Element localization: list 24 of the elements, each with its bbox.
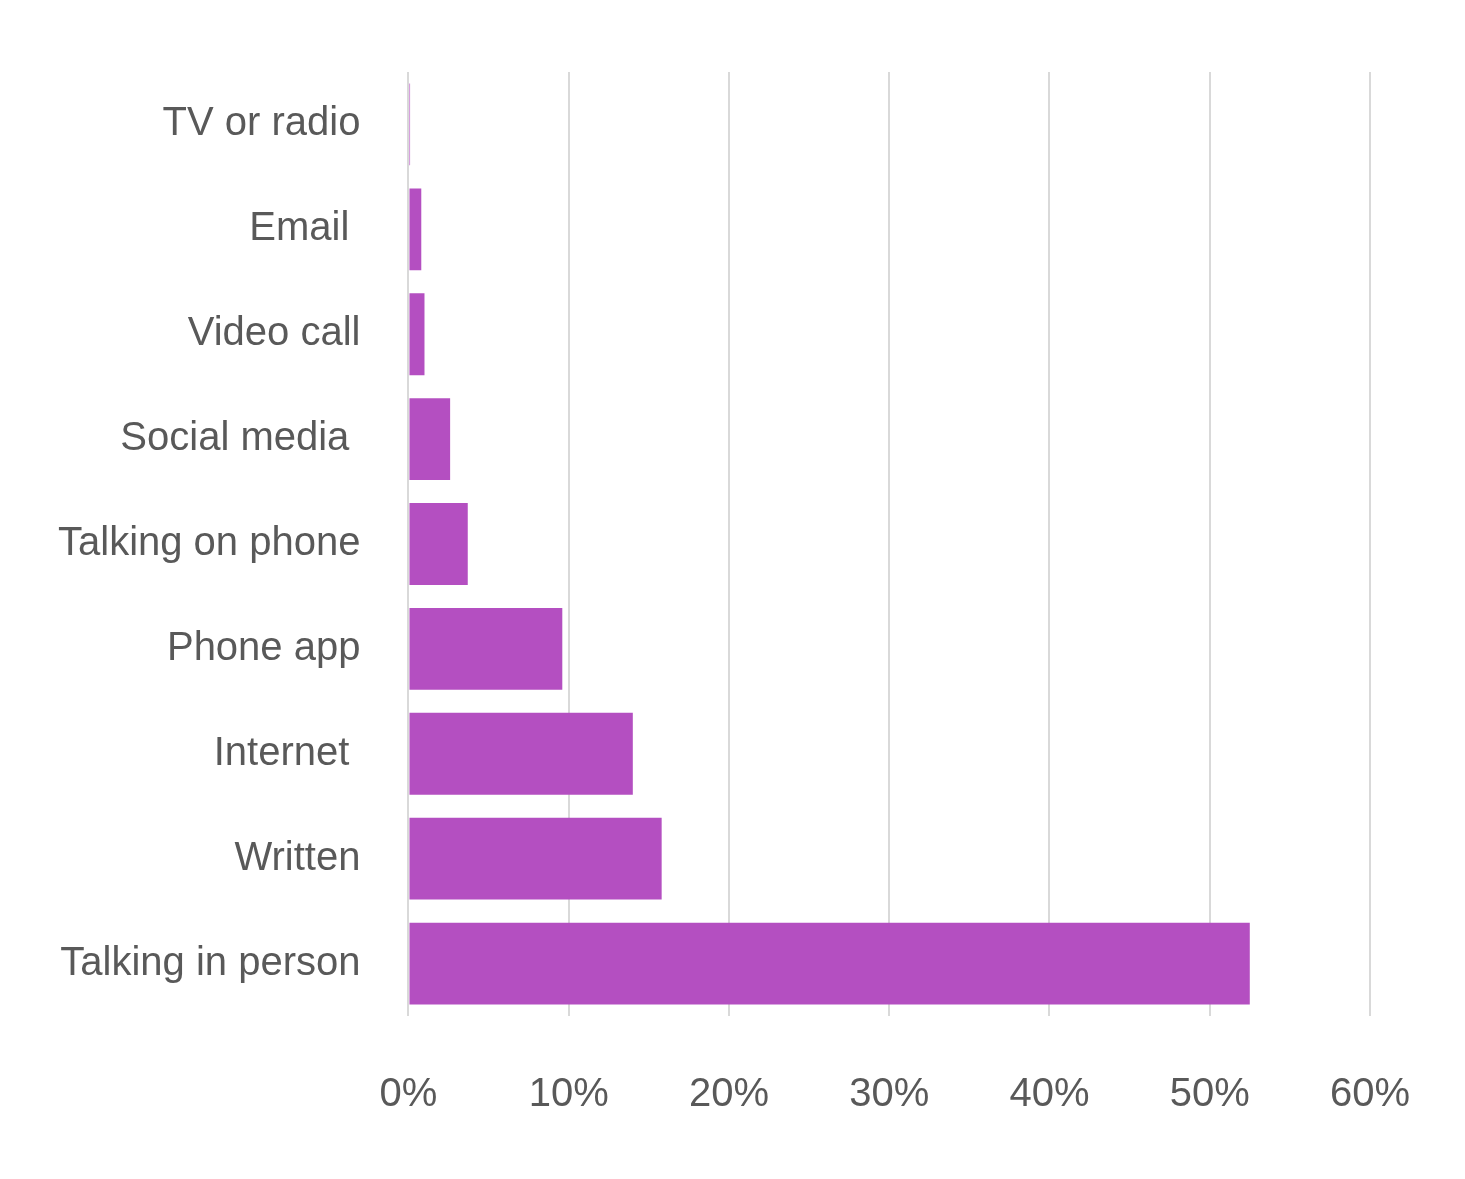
x-tick-label: 30%	[849, 1070, 930, 1115]
bar	[409, 188, 422, 271]
y-tick-label: Internet	[213, 728, 361, 773]
y-tick-label: Social media	[120, 414, 361, 459]
bar	[409, 607, 563, 690]
y-tick-label: TV or radio	[162, 99, 361, 144]
y-tick-label: Talking in person	[60, 938, 361, 983]
bar	[409, 922, 1250, 1005]
bar	[409, 398, 451, 481]
y-tick-label: Written	[234, 833, 361, 878]
bar	[409, 817, 662, 900]
x-tick-label: 40%	[1009, 1070, 1090, 1115]
x-tick-label: 20%	[688, 1070, 769, 1115]
bar	[409, 712, 633, 795]
y-tick-label: Talking on phone	[57, 519, 361, 564]
x-tick-label: 10%	[528, 1070, 609, 1115]
y-tick-label: Video call	[187, 309, 361, 354]
y-tick-label: Phone app	[166, 623, 361, 668]
x-tick-label: 0%	[379, 1070, 438, 1115]
bar	[409, 293, 425, 376]
x-tick-label: 50%	[1169, 1070, 1250, 1115]
x-tick-label: 60%	[1329, 1070, 1410, 1115]
bar	[409, 503, 468, 585]
y-tick-label: Email	[249, 204, 361, 249]
